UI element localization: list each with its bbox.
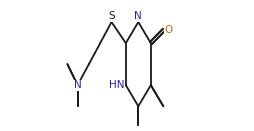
Text: O: O bbox=[165, 25, 173, 35]
Text: N: N bbox=[74, 80, 82, 90]
Text: N: N bbox=[74, 80, 82, 90]
Text: N: N bbox=[134, 11, 142, 21]
Text: O: O bbox=[165, 25, 173, 35]
Text: N: N bbox=[134, 11, 142, 21]
Text: HN: HN bbox=[109, 80, 125, 90]
Text: HN: HN bbox=[109, 80, 125, 90]
Text: S: S bbox=[108, 11, 115, 21]
Text: S: S bbox=[108, 11, 115, 21]
